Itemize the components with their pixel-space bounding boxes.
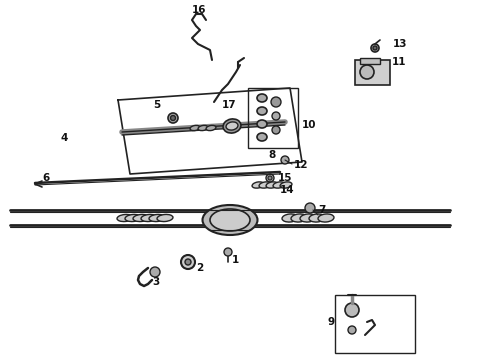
- Ellipse shape: [210, 209, 250, 231]
- Text: 5: 5: [153, 100, 160, 110]
- Circle shape: [373, 46, 377, 50]
- Ellipse shape: [133, 215, 149, 221]
- Text: 17: 17: [222, 100, 237, 110]
- Ellipse shape: [318, 214, 334, 222]
- Ellipse shape: [273, 182, 285, 188]
- Text: 15: 15: [278, 173, 293, 183]
- Text: 9: 9: [328, 317, 335, 327]
- Ellipse shape: [198, 125, 208, 131]
- Ellipse shape: [257, 107, 267, 115]
- Ellipse shape: [190, 125, 200, 131]
- Circle shape: [168, 113, 178, 123]
- Text: 14: 14: [280, 185, 294, 195]
- Circle shape: [268, 176, 272, 180]
- Circle shape: [360, 65, 374, 79]
- Circle shape: [171, 116, 175, 121]
- Ellipse shape: [257, 120, 267, 128]
- Ellipse shape: [257, 133, 267, 141]
- Circle shape: [272, 112, 280, 120]
- Ellipse shape: [291, 214, 307, 222]
- Ellipse shape: [117, 215, 133, 221]
- Bar: [355, 60, 390, 85]
- Bar: [248, 88, 298, 148]
- Circle shape: [371, 44, 379, 52]
- Text: 12: 12: [294, 160, 309, 170]
- Circle shape: [150, 267, 160, 277]
- Text: 6: 6: [43, 173, 50, 183]
- Ellipse shape: [257, 94, 267, 102]
- Circle shape: [266, 174, 274, 182]
- Circle shape: [305, 203, 315, 213]
- Ellipse shape: [157, 215, 173, 221]
- Circle shape: [181, 255, 195, 269]
- Ellipse shape: [252, 182, 264, 188]
- Ellipse shape: [141, 215, 157, 221]
- Text: 2: 2: [196, 263, 203, 273]
- Circle shape: [345, 303, 359, 317]
- Circle shape: [281, 156, 289, 164]
- Text: 1: 1: [232, 255, 239, 265]
- Ellipse shape: [206, 125, 216, 131]
- Circle shape: [348, 326, 356, 334]
- Ellipse shape: [223, 119, 241, 133]
- Ellipse shape: [226, 122, 238, 130]
- Text: 11: 11: [392, 57, 407, 67]
- Text: 8: 8: [269, 150, 275, 160]
- Ellipse shape: [282, 214, 298, 222]
- Ellipse shape: [280, 182, 292, 188]
- Text: 13: 13: [393, 39, 408, 49]
- Circle shape: [185, 259, 191, 265]
- Bar: [335, 295, 415, 353]
- Circle shape: [271, 97, 281, 107]
- Circle shape: [224, 248, 232, 256]
- Ellipse shape: [309, 214, 325, 222]
- Ellipse shape: [266, 182, 278, 188]
- Text: 16: 16: [192, 5, 206, 15]
- Ellipse shape: [259, 182, 271, 188]
- Ellipse shape: [300, 214, 316, 222]
- Circle shape: [272, 126, 280, 134]
- Text: 10: 10: [302, 120, 317, 130]
- Text: 3: 3: [152, 277, 159, 287]
- Bar: [360, 58, 380, 64]
- Text: 4: 4: [61, 133, 68, 143]
- Text: 7: 7: [318, 205, 325, 215]
- Ellipse shape: [149, 215, 165, 221]
- Ellipse shape: [125, 215, 141, 221]
- Ellipse shape: [202, 205, 258, 235]
